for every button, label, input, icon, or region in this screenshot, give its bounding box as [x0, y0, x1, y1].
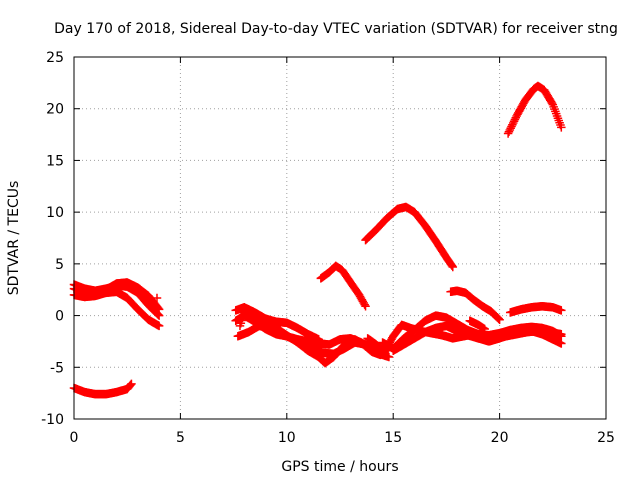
- y-tick-label: 0: [55, 309, 64, 325]
- x-tick-label: 25: [597, 430, 615, 446]
- data-point: [557, 306, 566, 315]
- data-point: [557, 123, 566, 132]
- series-arc-09: [231, 303, 323, 344]
- data-point: [152, 293, 162, 303]
- y-tick-label: 15: [46, 153, 64, 169]
- y-tick-label: 25: [46, 50, 64, 66]
- data-point: [557, 339, 566, 348]
- data-point: [126, 380, 135, 390]
- series-arc-03: [69, 278, 164, 314]
- series-arc-16: [465, 316, 489, 334]
- x-tick-label: 0: [70, 430, 79, 446]
- data-marks: [69, 81, 566, 399]
- y-tick-label: 5: [55, 257, 64, 273]
- data-point: [557, 332, 566, 341]
- x-tick-label: 20: [491, 430, 509, 446]
- data-point: [494, 314, 503, 324]
- plot-frame: [73, 56, 607, 420]
- y-tick-label: 10: [46, 205, 64, 221]
- x-tick-label: 15: [384, 430, 402, 446]
- y-tick-label: -10: [41, 412, 64, 428]
- y-axis-label: SDTVAR / TECUs: [6, 181, 22, 296]
- series-arc-15: [446, 286, 504, 324]
- series-arc-17: [505, 302, 566, 317]
- data-point: [384, 352, 394, 362]
- data-point: [361, 302, 370, 311]
- data-point: [447, 261, 457, 271]
- data-point: [314, 335, 323, 344]
- data-point: [495, 315, 504, 324]
- series-arc-04: [152, 293, 162, 303]
- series-arc-08: [233, 321, 394, 362]
- data-point: [154, 305, 164, 314]
- data-point: [448, 262, 458, 272]
- series-arc-14: [388, 321, 566, 355]
- data-point: [154, 304, 163, 313]
- series-arc-18: [503, 81, 566, 138]
- data-point: [480, 324, 489, 334]
- tick-labels: 0 5 10 15 20 25 -10 -5 0 5 10 15 20 25: [41, 50, 615, 446]
- grid: [74, 57, 606, 419]
- x-tick-label: 10: [278, 430, 296, 446]
- series-arc-05: [69, 379, 136, 399]
- chart-title: Day 170 of 2018, Sidereal Day-to-day VTE…: [54, 21, 618, 37]
- series-arc-11: [361, 202, 458, 272]
- series-arc-10: [316, 261, 370, 311]
- x-tick-label: 5: [176, 430, 185, 446]
- data-point: [154, 321, 164, 331]
- y-tick-label: -5: [50, 360, 64, 376]
- axis-ticks: [73, 56, 607, 420]
- data-point: [127, 379, 136, 389]
- y-tick-label: 20: [46, 102, 64, 118]
- x-axis-label: GPS time / hours: [281, 459, 398, 475]
